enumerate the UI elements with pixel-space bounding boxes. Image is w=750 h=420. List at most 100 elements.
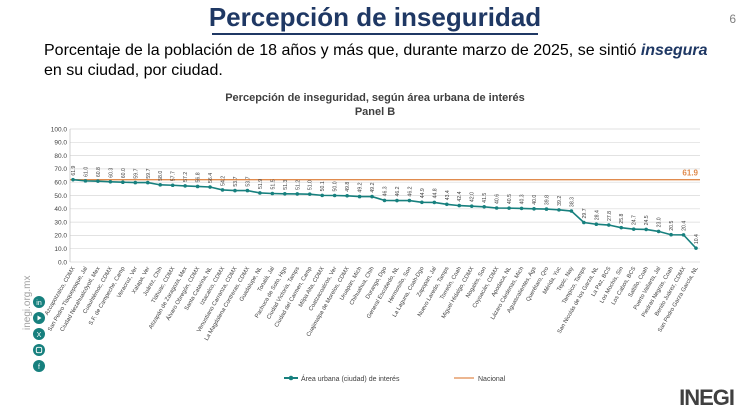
data-label: 10.4 [694,234,700,244]
data-label: 49.2 [370,182,376,192]
data-point [482,205,486,209]
legend-city-label: Área urbana (ciudad) de interés [301,374,400,383]
data-label: 42.0 [470,192,476,202]
data-point [469,204,474,208]
data-label: 50.0 [333,181,339,191]
svg-text:f: f [38,364,40,371]
national-series: 61.9 [70,169,700,181]
data-label: 44.9 [420,188,426,198]
data-label: 42.4 [457,191,463,201]
data-point [71,177,75,182]
data-point [283,191,287,196]
data-point [96,179,100,183]
data-point [582,220,586,225]
chart-title: Percepción de inseguridad, según área ur… [225,92,525,104]
city-series: 61.9 61.0 60.8 60.3 60.0 59.7 59.7 58.0 57.7 57.2… [71,165,700,250]
data-point [208,185,212,189]
svg-text:X: X [37,332,42,339]
y-axis: 0.0 10.0 20.0 30.0 40.0 50.0 60.0 70.0 80.0 90.0 1… [51,126,71,266]
data-point [694,246,698,250]
data-point [631,227,636,231]
title-underline [212,33,538,35]
data-point [644,227,648,232]
data-label: 27.8 [607,211,613,221]
data-point [145,180,150,185]
data-label: 20.5 [669,221,675,231]
y-tick-label: 90.0 [54,140,67,147]
data-point [557,208,561,212]
data-label: 61.9 [71,165,77,175]
data-label: 29.7 [582,208,588,218]
y-tick-label: 0.0 [58,259,67,266]
x-icon[interactable]: X [33,328,45,340]
data-label: 53.7 [245,176,251,186]
data-point [494,206,499,210]
data-label: 53.7 [233,176,239,186]
data-label: 61.0 [83,167,89,177]
data-point [594,222,599,227]
data-label: 60.0 [121,168,127,178]
data-label: 60.8 [96,167,102,177]
chart-grid [70,128,700,263]
data-point [233,188,237,193]
data-point [669,232,673,237]
legend-city-marker [288,375,294,381]
instagram-icon[interactable] [33,344,45,356]
data-point [332,193,337,198]
data-label: 46.3 [383,186,389,196]
data-label: 57.2 [183,172,189,182]
data-label: 59.7 [146,168,152,178]
data-point [656,229,661,234]
logo-text: INEGI [679,385,735,410]
page-title: Percepción de inseguridad [208,2,542,32]
data-label: 20.4 [682,221,688,231]
youtube-icon[interactable] [33,312,45,324]
data-label: 40.0 [532,195,538,205]
data-label: 40.6 [495,194,501,204]
data-point [195,184,200,189]
data-point [507,206,511,210]
facebook-icon[interactable]: f [33,360,45,372]
data-point [457,203,462,208]
y-tick-label: 10.0 [54,246,67,253]
data-label: 51.5 [270,179,276,189]
inegi-logo: INEGI [679,385,735,411]
data-point [370,194,374,199]
data-point [245,188,250,193]
page-number: 6 [729,12,736,26]
page-subtitle: Porcentaje de la población de 18 años y … [44,41,724,81]
data-point [445,202,449,207]
y-tick-label: 70.0 [54,166,67,173]
data-label: 38.3 [569,197,575,207]
data-point [270,191,275,196]
national-value-label: 61.9 [682,169,698,178]
data-label: 50.1 [320,181,326,191]
subtitle-text-end: en su ciudad, por ciudad. [44,62,223,79]
data-point [320,193,325,198]
y-tick-label: 30.0 [54,219,67,226]
data-label: 44.8 [432,188,438,198]
subtitle-text: Porcentaje de la población de 18 años y … [44,42,641,59]
chart-subtitle: Panel B [355,106,395,118]
data-point [432,200,437,205]
data-label: 24.5 [644,215,650,225]
data-label: 39.2 [557,196,563,206]
data-label: 51.9 [258,179,264,189]
linkedin-icon[interactable]: in [33,296,45,308]
y-tick-label: 60.0 [54,180,67,187]
subtitle-emphasis: insegura [640,42,708,59]
data-label: 56.8 [196,172,202,182]
y-tick-label: 50.0 [54,193,67,200]
data-point [407,198,412,203]
data-label: 46.2 [395,186,401,196]
data-point [395,198,399,203]
y-tick-label: 80.0 [54,153,67,160]
data-point [258,191,262,195]
data-point [158,183,163,187]
data-point [532,207,536,211]
y-tick-label: 20.0 [54,233,67,240]
y-tick-label: 40.0 [54,206,67,213]
data-point [382,198,387,203]
data-point [420,200,424,205]
